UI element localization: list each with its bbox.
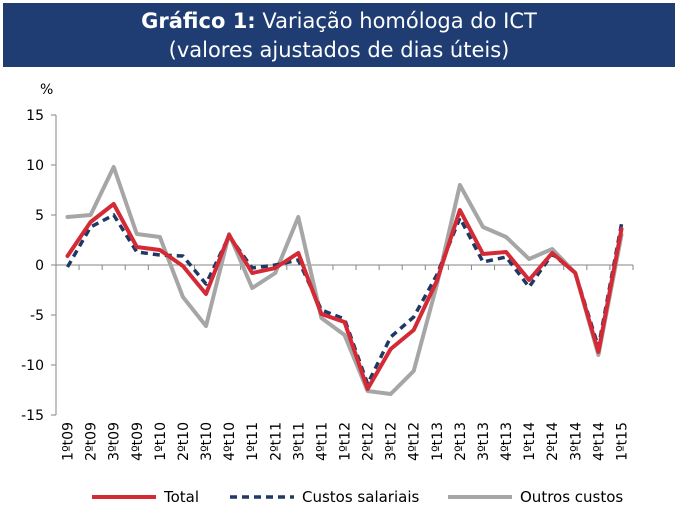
- y-tick-label: -15: [21, 408, 44, 424]
- x-tick-label: 1ºt14: [522, 422, 538, 461]
- x-tick-label: 3ºt13: [476, 422, 492, 461]
- x-tick-label: 4ºt11: [314, 422, 330, 461]
- y-axis: 15 10 5 0 -5 -10 -15: [21, 108, 57, 424]
- legend-label: Outros custos: [520, 488, 623, 506]
- x-tick-label: 1ºt15: [614, 422, 630, 461]
- chart-title-banner: Gráfico 1: Variação homóloga do ICT (val…: [3, 3, 675, 67]
- chart-title: Gráfico 1: Variação homóloga do ICT: [3, 7, 675, 36]
- x-tick-label: 2ºt11: [268, 422, 284, 461]
- chart-title-bold: Gráfico 1:: [141, 9, 256, 33]
- x-tick-label: 2ºt13: [453, 422, 469, 461]
- y-tick-label: 0: [35, 258, 44, 274]
- x-tick-label: 4ºt09: [130, 422, 146, 461]
- legend-label: Total: [163, 488, 199, 506]
- x-tick-label: 1ºt09: [61, 422, 77, 461]
- x-tick-label: 3ºt14: [568, 422, 584, 461]
- chart-title-rest: Variação homóloga do ICT: [262, 9, 537, 33]
- x-tick-label: 3ºt11: [291, 422, 307, 461]
- y-tick-label: 10: [26, 158, 44, 174]
- x-tick-label: 3ºt10: [199, 422, 215, 461]
- series-line-custos-salariais: [65, 213, 624, 386]
- x-tick-label: 4ºt14: [591, 422, 607, 461]
- series-lines: [65, 165, 624, 396]
- series-line-total: [65, 202, 624, 391]
- x-axis: 1ºt09 2ºt09 3ºt09 4ºt09 1ºt10 2ºt10 3ºt10 4ºt10…: [55, 264, 634, 461]
- y-tick-label: 5: [35, 208, 44, 224]
- legend: Total Custos salariais Outros custos: [92, 488, 623, 506]
- y-tick-label: -5: [30, 308, 44, 324]
- x-tick-label: 3ºt12: [384, 422, 400, 461]
- x-tick-label: 1ºt13: [430, 422, 446, 461]
- x-tick-label: 2ºt09: [84, 422, 100, 461]
- x-tick-label: 1ºt10: [153, 422, 169, 461]
- x-tick-label: 1ºt11: [245, 422, 261, 461]
- x-tick-label: 4ºt13: [499, 422, 515, 461]
- x-tick-label: 2ºt12: [361, 422, 377, 461]
- x-tick-label: 2ºt10: [176, 422, 192, 461]
- y-tick-label: -10: [21, 358, 44, 374]
- series-line-outros-custos: [65, 165, 624, 396]
- x-tick-label: 4ºt12: [407, 422, 423, 461]
- y-axis-label: %: [40, 82, 53, 98]
- chart-subtitle: (valores ajustados de dias úteis): [168, 38, 510, 62]
- x-tick-label: 4ºt10: [222, 422, 238, 461]
- x-tick-label: 3ºt09: [107, 422, 123, 461]
- y-tick-label: 15: [26, 108, 44, 124]
- x-tick-label: 2ºt14: [545, 422, 561, 461]
- x-tick-label: 1ºt12: [338, 422, 354, 461]
- legend-label: Custos salariais: [302, 488, 419, 506]
